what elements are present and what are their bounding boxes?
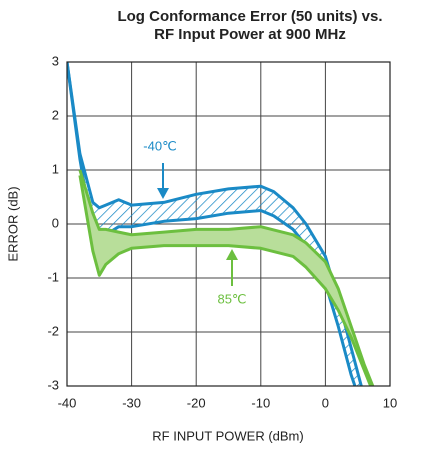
arrow-head — [226, 249, 238, 260]
x-tick-label: -20 — [187, 395, 206, 410]
annotation: -40℃ — [143, 138, 176, 153]
arrow-head — [157, 188, 169, 199]
annotation: 85℃ — [217, 291, 246, 306]
chart-title: Log Conformance Error (50 units) vs. — [117, 8, 382, 25]
plot-frame — [66, 61, 391, 387]
y-tick-label: -1 — [47, 269, 59, 284]
x-axis-label: RF INPUT POWER (dBm) — [152, 428, 303, 443]
x-tick-label: 10 — [383, 395, 397, 410]
y-tick-label: -3 — [47, 377, 59, 392]
x-tick-label: -10 — [251, 395, 270, 410]
band-fill — [67, 62, 362, 386]
y-tick-label: 0 — [52, 215, 59, 230]
x-tick-label: -40 — [58, 395, 77, 410]
y-tick-label: 1 — [52, 161, 59, 176]
chart-title: RF Input Power at 900 MHz — [154, 26, 346, 43]
band-edge — [78, 175, 373, 386]
x-tick-label: 0 — [322, 395, 329, 410]
x-tick-label: -30 — [122, 395, 141, 410]
plot-area — [67, 62, 375, 386]
band-edge — [78, 169, 375, 386]
y-tick-label: -2 — [47, 323, 59, 338]
y-tick-label: 2 — [52, 107, 59, 122]
y-tick-label: 3 — [52, 53, 59, 68]
y-axis-label: ERROR (dB) — [5, 186, 20, 261]
